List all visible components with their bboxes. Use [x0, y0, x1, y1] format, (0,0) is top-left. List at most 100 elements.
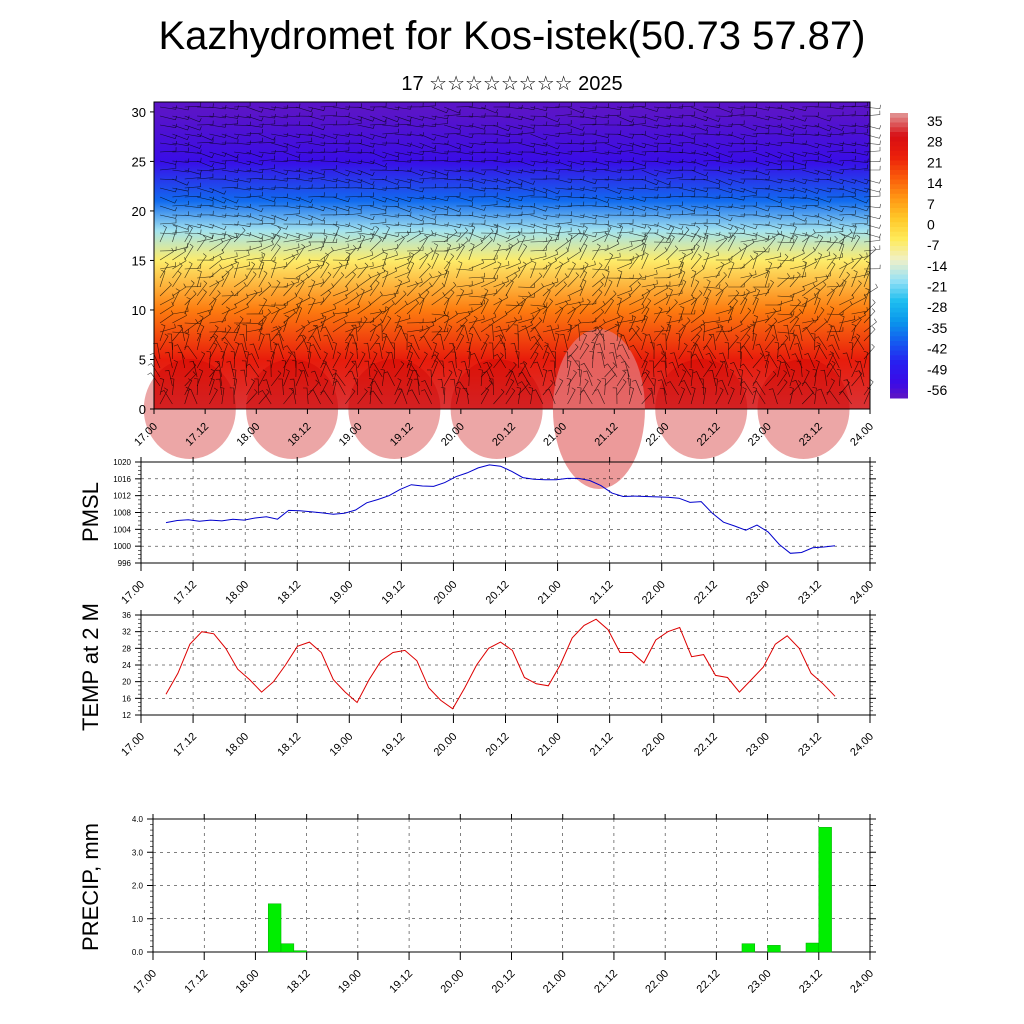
wind-barb: [851, 164, 868, 171]
wind-barb: [505, 138, 523, 144]
wind-barb: [419, 289, 430, 306]
wind-barb: [690, 235, 702, 252]
wind-barb: [382, 243, 399, 252]
wind-barb: [703, 252, 710, 270]
wind-barb: [616, 133, 634, 139]
wind-barb: [196, 151, 214, 159]
wind-barb: [839, 178, 857, 184]
wind-barb: [184, 280, 195, 297]
wind-barb: [555, 273, 568, 288]
wind-barb: [357, 214, 375, 221]
wind-barb: [367, 387, 372, 405]
wind-barb: [270, 261, 277, 279]
wind-barb: [221, 183, 239, 189]
wind-barb: [530, 246, 547, 252]
wind-barb: [332, 341, 337, 360]
wind-barb: [851, 101, 868, 108]
wind-barb: [592, 150, 610, 155]
wind-barb: [332, 351, 341, 369]
wind-barb: [666, 299, 678, 315]
wind-barb: [419, 321, 435, 333]
wind-barb: [728, 120, 745, 126]
wind-barb: [728, 140, 745, 145]
wind-barb: [345, 149, 363, 154]
wind-barb: [653, 160, 672, 165]
wind-barb: [752, 315, 758, 333]
wind-barb: [295, 149, 313, 154]
wind-barb: [567, 360, 572, 378]
wind-barb: [456, 310, 471, 324]
wind-barb: [406, 278, 423, 288]
wind-barb: [221, 252, 238, 261]
wind-barb: [789, 302, 807, 307]
wind-barb: [542, 306, 548, 324]
wind-barb: [678, 309, 696, 315]
wind-barb: [160, 390, 173, 405]
wind-barb: [851, 123, 869, 128]
wind-barb: [369, 115, 387, 123]
wind-barb: [579, 299, 597, 306]
wind-barb: [443, 270, 450, 288]
wind-barb: [592, 176, 610, 181]
colorbar-label: -14: [927, 258, 947, 274]
wind-barb: [431, 119, 448, 126]
wind-barb: [221, 151, 239, 159]
wind-barb: [295, 221, 313, 226]
wind-barb: [863, 264, 881, 270]
wind-barb: [320, 360, 327, 378]
wind-barb: [777, 253, 789, 270]
wind-barb: [320, 165, 337, 171]
wind-barb: [666, 315, 672, 333]
wind-barb: [530, 302, 548, 307]
wind-barb: [691, 129, 708, 135]
wind-barb: [406, 227, 424, 234]
precip-bar: [818, 827, 832, 953]
wind-barb: [740, 325, 751, 342]
wind-barb: [431, 354, 445, 369]
wind-barb: [555, 160, 573, 167]
wind-barb: [727, 133, 746, 140]
wind-barb: [172, 124, 190, 131]
wind-barb: [690, 279, 700, 297]
wind-barb: [468, 113, 486, 118]
wind-barb: [789, 308, 803, 324]
wind-barb: [258, 138, 276, 144]
wind-barb: [789, 204, 807, 210]
wind-barb: [345, 244, 357, 261]
wind-barb: [777, 312, 793, 324]
heatmap-y-tick-label: 0: [139, 402, 146, 417]
wind-barb: [713, 378, 718, 396]
wind-barb: [533, 361, 544, 378]
wind-barb: [555, 102, 572, 108]
wind-barb: [595, 343, 605, 360]
wind-barb: [653, 147, 671, 153]
wind-barb: [592, 133, 610, 138]
wind-barb: [594, 389, 605, 405]
pmsl-line: [165, 464, 836, 554]
wind-barb: [450, 378, 457, 396]
temp-y-tick-label: 20: [122, 678, 131, 687]
wind-barb: [258, 155, 276, 162]
colorbar-cell: [890, 341, 908, 347]
wind-barb: [740, 272, 753, 288]
wind-barb: [406, 378, 413, 396]
wind-barb: [828, 353, 840, 369]
wind-barb: [332, 225, 340, 243]
wind-barb: [382, 315, 392, 333]
wind-barb: [456, 167, 474, 172]
wind-barb: [480, 258, 496, 270]
wind-barb: [468, 104, 486, 110]
wind-barb: [774, 342, 780, 360]
wind-barb: [258, 119, 276, 126]
wind-barb: [480, 342, 488, 360]
temp-x-tick-label: 22.00: [640, 731, 668, 759]
wind-barb: [209, 175, 226, 180]
wind-barb: [196, 324, 205, 342]
wind-barb: [295, 279, 305, 297]
wind-barb: [283, 315, 289, 333]
wind-barb: [159, 293, 175, 306]
wind-barb: [493, 225, 499, 243]
wind-barb: [592, 281, 604, 297]
wind-barb: [641, 360, 648, 378]
wind-barb: [221, 306, 230, 324]
